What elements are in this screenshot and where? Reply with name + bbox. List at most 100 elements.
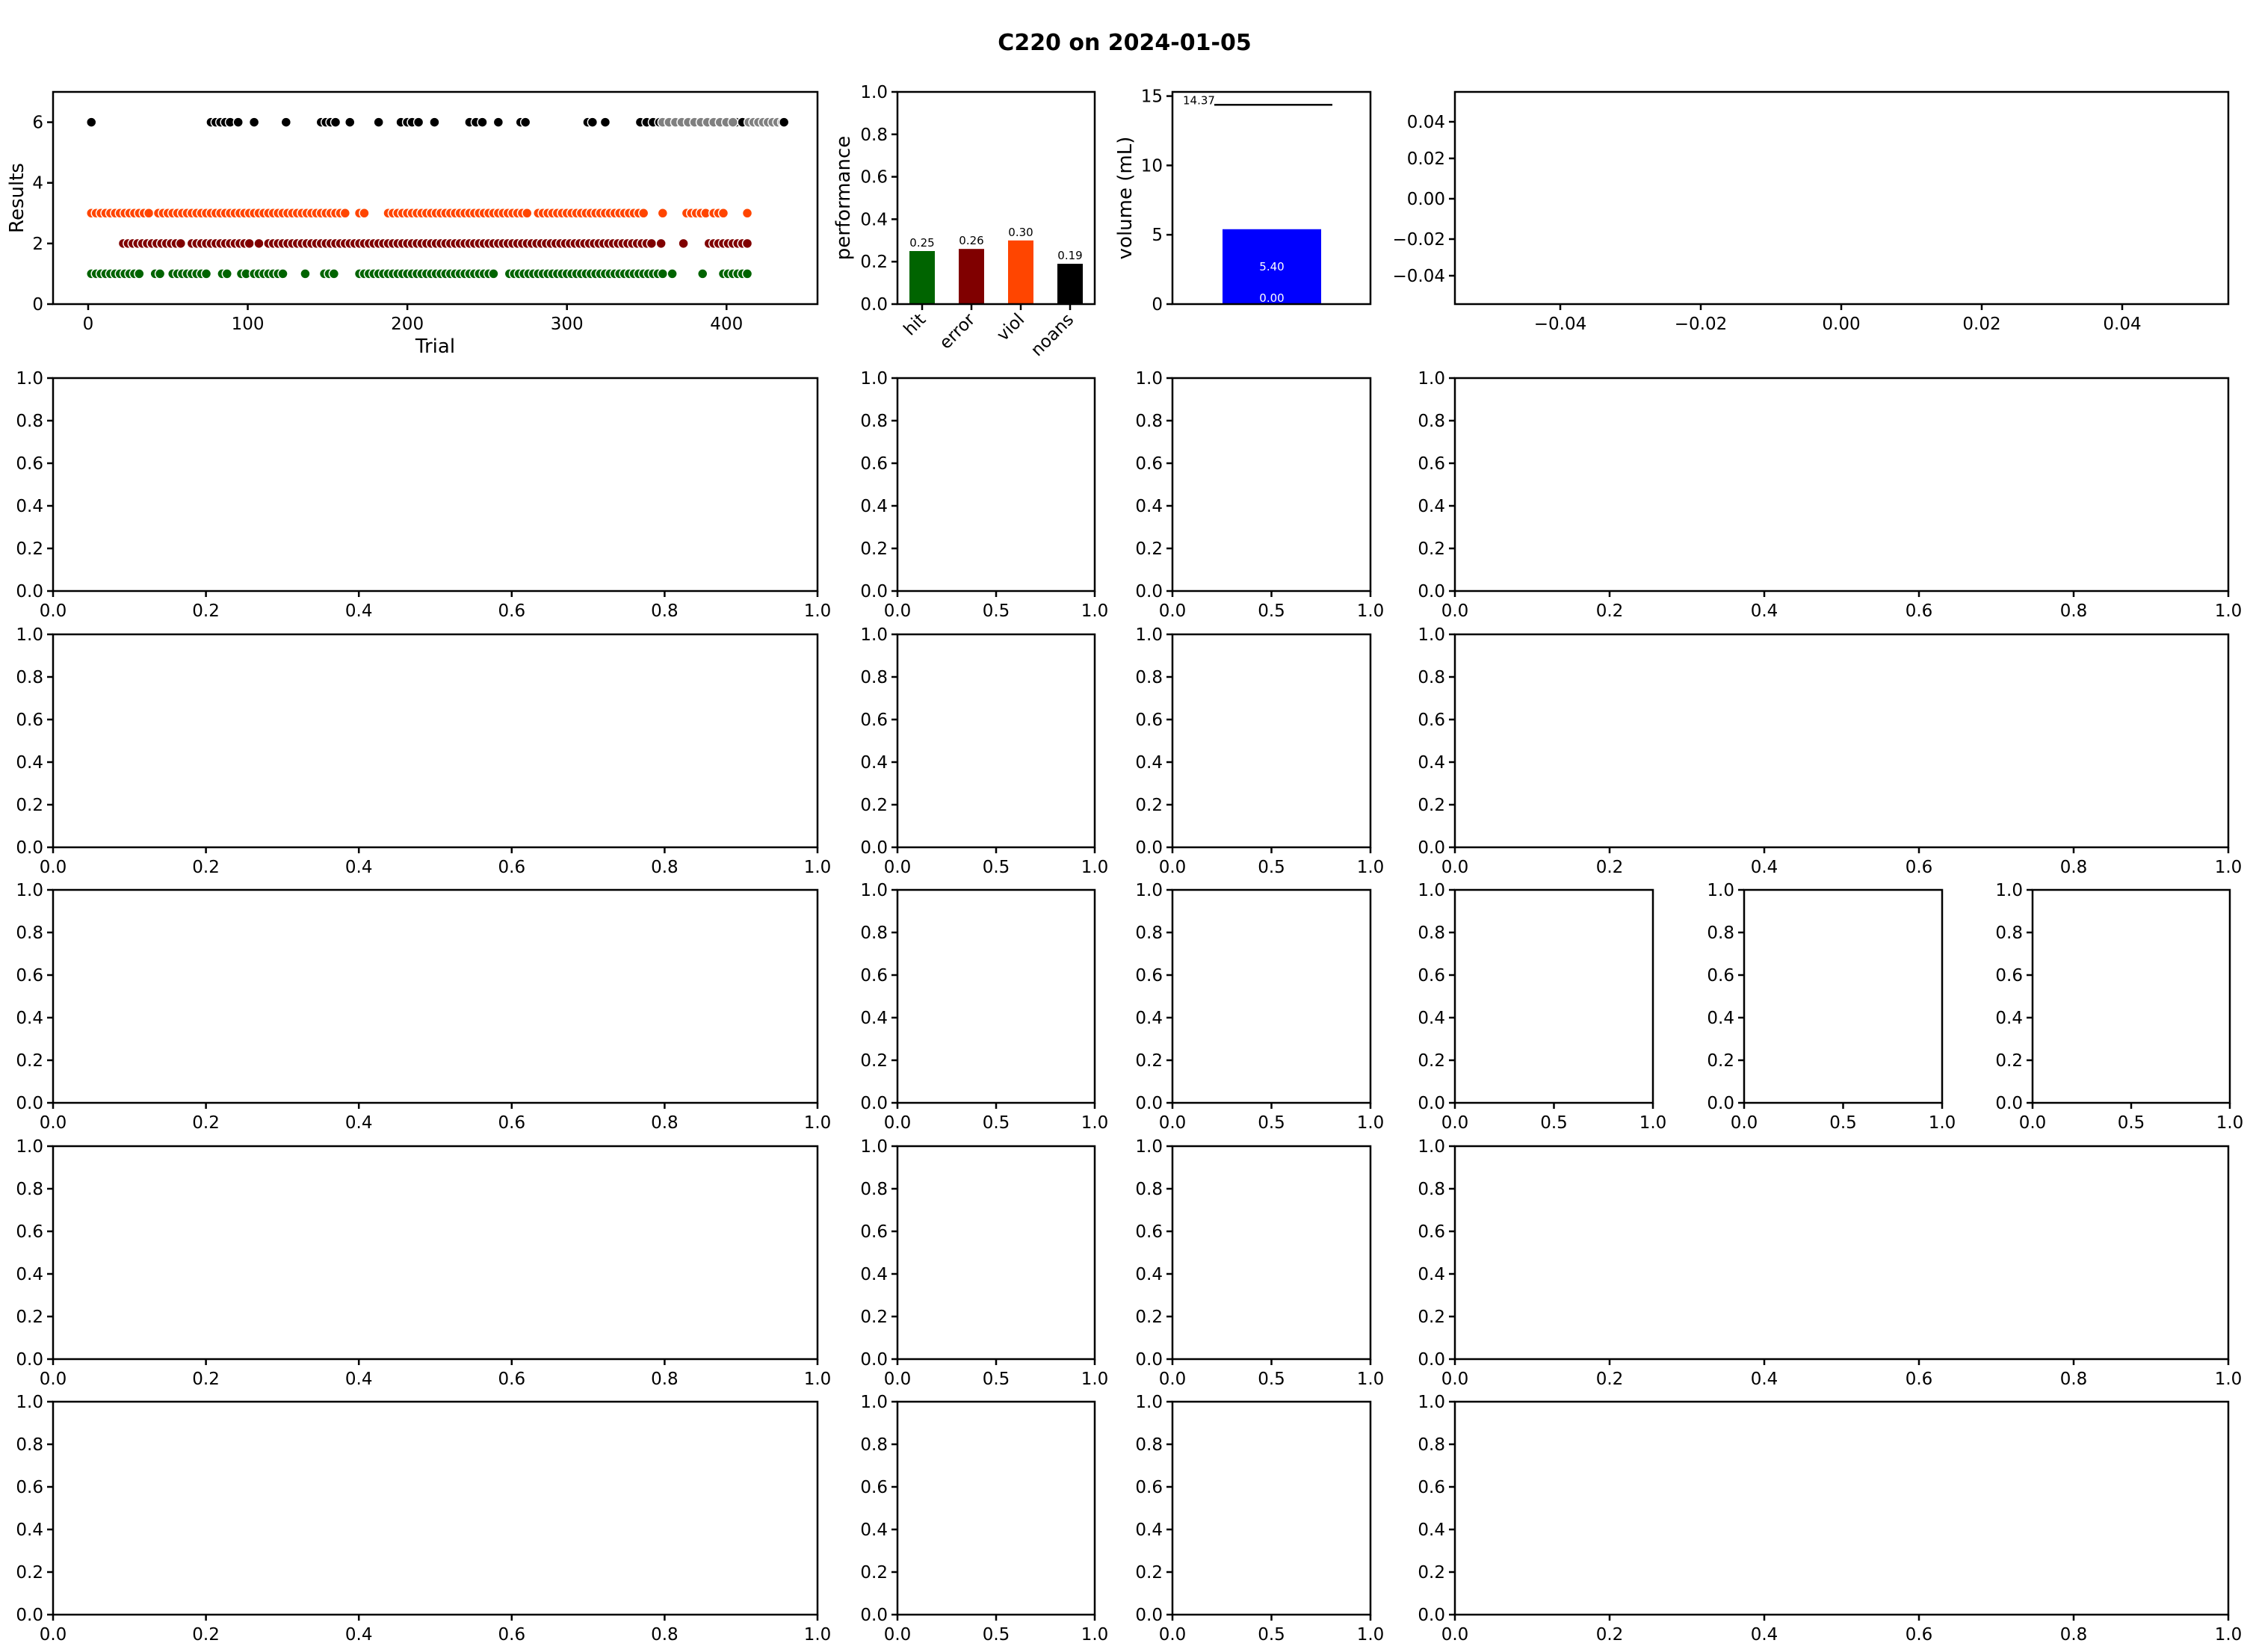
empty-axes-r5-c2-xtick-label: 0.0 bbox=[884, 1370, 912, 1389]
empty-axes-r6-c2-ytick-label: 1.0 bbox=[860, 1393, 888, 1412]
empty-axes-r4-c4-xtick-label: 1.0 bbox=[1639, 1113, 1667, 1133]
empty-axes-r3-c4-xtick-label: 0.6 bbox=[1906, 858, 1933, 877]
empty-axes-r6-c3-xtick-label: 0.5 bbox=[1258, 1625, 1285, 1645]
empty-axes-r5-c3-ytick-label: 0.6 bbox=[1135, 1222, 1163, 1242]
empty-axes-r5-c3-xtick-label: 0.0 bbox=[1159, 1370, 1187, 1389]
empty-axes-r6-c2-ytick-label: 0.0 bbox=[860, 1606, 888, 1625]
volume-ylabel: volume (mL) bbox=[1114, 137, 1137, 260]
empty-axes-r3-c2-xtick-label: 0.5 bbox=[983, 858, 1010, 877]
empty-axes-r4-c1-xtick-label: 0.6 bbox=[498, 1113, 526, 1133]
empty-axes-r5-c2-ytick-label: 0.8 bbox=[860, 1180, 888, 1199]
empty-axes-r4-c5-xtick-label: 0.5 bbox=[1829, 1113, 1857, 1133]
empty-axes-r5-c2-ytick-label: 1.0 bbox=[860, 1137, 888, 1157]
empty-axes-r6-c2-ytick-label: 0.4 bbox=[860, 1520, 888, 1540]
empty-axes-r3-c1-ytick-label: 0.0 bbox=[16, 838, 43, 858]
volume-bar-value: 5.40 bbox=[1259, 260, 1284, 273]
performance-bar-value: 0.19 bbox=[1057, 249, 1082, 262]
results-point bbox=[646, 238, 658, 250]
results-point bbox=[300, 268, 311, 279]
empty-axes-r4-c3-ytick-label: 0.6 bbox=[1135, 966, 1163, 986]
empty-axes-r6-c2-ytick-label: 0.8 bbox=[860, 1435, 888, 1455]
empty-axes-r5-c1-ytick-label: 0.0 bbox=[16, 1350, 43, 1370]
empty-axes-r2-c3-ytick-label: 0.6 bbox=[1135, 454, 1163, 474]
performance-ytick-label: 1.0 bbox=[860, 83, 888, 102]
results-xtick-label: 300 bbox=[551, 315, 584, 334]
empty-axes-r3-c3-ytick-label: 0.8 bbox=[1135, 668, 1163, 687]
performance-ytick-label: 0.6 bbox=[860, 168, 888, 188]
empty-axes-r5-c3-ytick-label: 0.8 bbox=[1135, 1180, 1163, 1199]
performance-ytick-label: 0.2 bbox=[860, 253, 888, 272]
empty-axes-r6-c1-ytick-label: 0.0 bbox=[16, 1606, 43, 1625]
empty-axes-r6-c4-ytick-label: 0.2 bbox=[1418, 1563, 1445, 1583]
performance-bar-error bbox=[959, 249, 984, 304]
empty-axes-r5-c1-xtick-label: 0.8 bbox=[651, 1370, 679, 1389]
results-point bbox=[248, 117, 260, 128]
empty-axes-r4-c5-xtick-label: 0.0 bbox=[1731, 1113, 1758, 1133]
results-point bbox=[328, 268, 340, 279]
performance-axes-frame bbox=[896, 90, 1096, 306]
empty-axes-r3-c4-frame bbox=[1453, 633, 2230, 849]
empty-axes-r5-c3-xtick-label: 1.0 bbox=[1357, 1370, 1385, 1389]
results-point bbox=[637, 208, 649, 219]
empty-axes-r6-c4-frame bbox=[1453, 1400, 2230, 1616]
empty-axes-r3-c2-ytick-label: 0.2 bbox=[860, 796, 888, 815]
empty-axes-r3-c1-frame bbox=[52, 633, 819, 849]
empty-axes-r3-c3-ytick-label: 0.0 bbox=[1135, 838, 1163, 858]
results-point bbox=[412, 117, 424, 128]
empty-axes-r2-c4-xtick-label: 0.0 bbox=[1441, 601, 1469, 621]
empty-axes-r4-c4-xtick-label: 0.5 bbox=[1540, 1113, 1568, 1133]
empty-axes-r4-c4-ytick-label: 0.4 bbox=[1418, 1009, 1445, 1028]
performance-bar-value: 0.26 bbox=[959, 234, 983, 247]
empty-axes-r5-c2-ytick-label: 0.2 bbox=[860, 1308, 888, 1327]
empty-axes-r3-c2-xtick-label: 0.0 bbox=[884, 858, 912, 877]
results-point bbox=[280, 117, 292, 128]
results-ylabel: Results bbox=[6, 163, 28, 233]
empty-axes-r5-c3-ytick-label: 1.0 bbox=[1135, 1137, 1163, 1157]
empty-axes-r5-c1-xtick-label: 0.6 bbox=[498, 1370, 526, 1389]
empty-axes-r5-c4-xtick-label: 1.0 bbox=[2215, 1370, 2243, 1389]
empty-axes-r3-c4-ytick-label: 0.2 bbox=[1418, 796, 1445, 815]
empty-axes-r5-c3-ytick-label: 0.0 bbox=[1135, 1350, 1163, 1370]
empty-axes-r5-c1-ytick-label: 0.8 bbox=[16, 1180, 43, 1199]
empty-axes-r6-c1-ytick-label: 0.4 bbox=[16, 1520, 43, 1540]
empty-axes-r3-c4-xtick-label: 0.8 bbox=[2060, 858, 2088, 877]
empty-axes-r4-c6-frame bbox=[2031, 888, 2231, 1104]
empty-axes-r4-c6-xtick-label: 0.5 bbox=[2118, 1113, 2145, 1133]
empty-axes-r5-c1-ytick-label: 1.0 bbox=[16, 1137, 43, 1157]
empty-axes-r2-c3-xtick-label: 0.5 bbox=[1258, 601, 1285, 621]
results-xtick-label: 0 bbox=[83, 315, 94, 334]
empty-axes-r5-c4-ytick-label: 0.2 bbox=[1418, 1308, 1445, 1327]
empty-axes-r4-c5-xtick-label: 1.0 bbox=[1929, 1113, 1956, 1133]
volume-ytick-label: 0 bbox=[1152, 295, 1163, 315]
empty-axes-r5-c3-ytick-label: 0.4 bbox=[1135, 1265, 1163, 1284]
empty-axes-r5-c1-frame bbox=[52, 1145, 819, 1361]
empty-axes-r4-c5-ytick-label: 0.2 bbox=[1707, 1051, 1734, 1071]
volume-ytick-label: 5 bbox=[1152, 226, 1163, 245]
empty-axes-r4-c3-ytick-label: 0.4 bbox=[1135, 1009, 1163, 1028]
empty-axes-r3-c4-ytick-label: 0.0 bbox=[1418, 838, 1445, 858]
empty-axes-r4-c3-ytick-label: 0.2 bbox=[1135, 1051, 1163, 1071]
empty-axes-r4-c1-xtick-label: 0.8 bbox=[651, 1113, 679, 1133]
empty-axes-r3-c1-xtick-label: 0.8 bbox=[651, 858, 679, 877]
empty-axes-r6-c4-ytick-label: 0.8 bbox=[1418, 1435, 1445, 1455]
volume-reference-value: 14.37 bbox=[1183, 93, 1215, 107]
empty-axes-r5-c4-xtick-label: 0.2 bbox=[1596, 1370, 1624, 1389]
empty-axes-r5-c1-xtick-label: 1.0 bbox=[804, 1370, 832, 1389]
performance-ytick-label: 0.0 bbox=[860, 295, 888, 315]
empty-axes-r4-c4-ytick-label: 0.6 bbox=[1418, 966, 1445, 986]
empty-axes-r4-c5-frame bbox=[1743, 888, 1944, 1104]
empty-axes-r4-c5-ytick-label: 0.4 bbox=[1707, 1009, 1734, 1028]
results-point bbox=[657, 268, 669, 279]
empty-top-right-ytick-label: −0.04 bbox=[1393, 267, 1445, 286]
results-point bbox=[359, 208, 370, 219]
results-xtick-label: 200 bbox=[391, 315, 424, 334]
empty-axes-r5-c4-frame bbox=[1453, 1145, 2230, 1361]
empty-axes-r6-c4-xtick-label: 1.0 bbox=[2215, 1625, 2243, 1645]
empty-axes-r2-c3-ytick-label: 0.0 bbox=[1135, 582, 1163, 601]
empty-top-right-ytick-label: 0.04 bbox=[1407, 113, 1445, 132]
empty-axes-r2-c1-ytick-label: 0.8 bbox=[16, 412, 43, 431]
empty-axes-r6-c3-frame bbox=[1171, 1400, 1372, 1616]
empty-axes-r4-c2-xtick-label: 1.0 bbox=[1081, 1113, 1109, 1133]
empty-axes-r2-c1-xtick-label: 0.6 bbox=[498, 601, 526, 621]
